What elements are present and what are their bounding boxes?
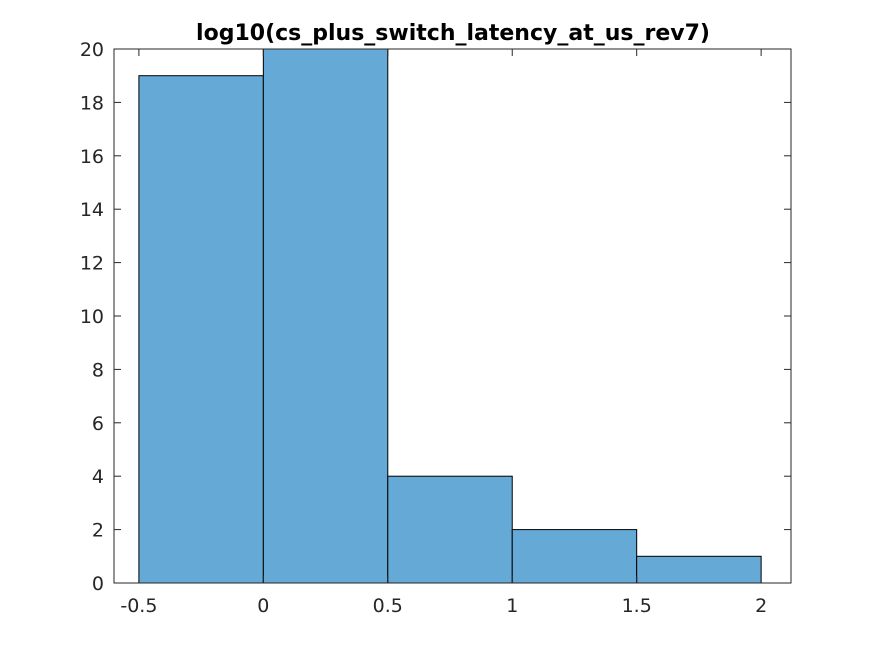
bars-group: [138, 48, 762, 584]
y-tick-label-5: 10: [80, 306, 104, 328]
y-tick-label-1: 2: [92, 520, 104, 542]
y-tick-label-3: 6: [92, 413, 104, 435]
y-tick-label-6: 12: [80, 253, 104, 275]
y-tick-label-9: 18: [80, 92, 104, 114]
histogram-bar-1: [262, 48, 389, 584]
plot-area-frame: [113, 48, 792, 584]
x-tick-label-3: 1: [506, 595, 518, 617]
histogram-bar-3: [511, 529, 638, 584]
x-tick-labels: -0.5 0 0.5 1 1.5 2: [120, 595, 767, 617]
y-tick-labels: 0 2 4 6 8 10 12 14 16 18 20: [80, 39, 104, 595]
y-tick-label-0: 0: [92, 573, 104, 595]
y-tick-label-8: 16: [80, 146, 104, 168]
y-tick-label-2: 4: [92, 466, 104, 488]
x-tick-label-2: 0.5: [373, 595, 403, 617]
x-tick-label-1: 0: [257, 595, 269, 617]
histogram-bar-2: [387, 475, 513, 584]
y-tick-label-4: 8: [92, 359, 104, 381]
x-tick-label-0: -0.5: [120, 595, 157, 617]
x-tick-label-4: 1.5: [622, 595, 652, 617]
histogram-bar-4: [636, 555, 762, 584]
histogram-bar-0: [138, 75, 264, 584]
y-tick-label-10: 20: [80, 39, 104, 61]
chart-title: log10(cs_plus_switch_latency_at_us_rev7): [196, 21, 710, 46]
y-tick-label-7: 14: [80, 199, 104, 221]
x-tick-label-5: 2: [755, 595, 767, 617]
